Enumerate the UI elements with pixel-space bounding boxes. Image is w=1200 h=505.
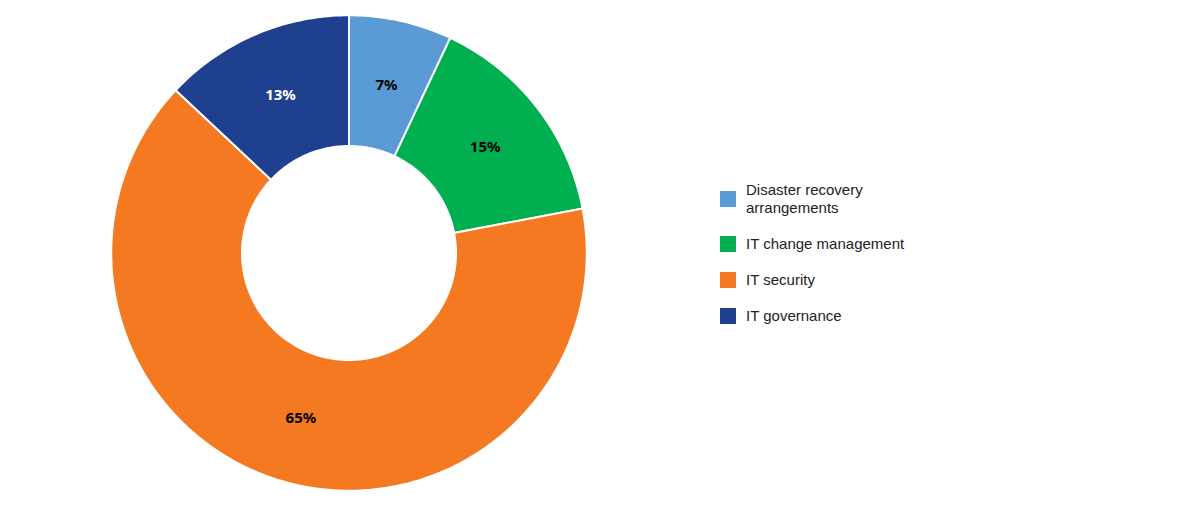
svg-text:13%: 13% [265,84,296,104]
svg-text:15%: 15% [469,136,500,156]
html-text:Disaster recovery arrangements: Disaster recovery arrangements [746,180,863,216]
svg-text:65%: 65% [285,407,316,427]
html-text:IT change management: IT change management [746,234,905,252]
svg-text:7%: 7% [375,74,398,94]
html-text:IT security: IT security [746,270,815,288]
html-text:IT governance: IT governance [746,306,842,324]
